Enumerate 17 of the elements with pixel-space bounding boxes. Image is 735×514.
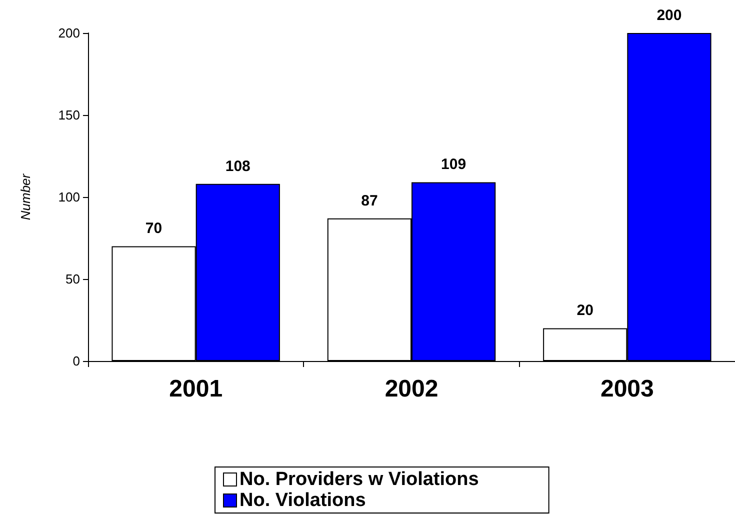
- data-label: 200: [656, 7, 682, 24]
- legend-label: No. Violations: [240, 490, 366, 511]
- data-label: 109: [441, 156, 466, 174]
- y-tick-label: 0: [72, 354, 80, 368]
- y-tick-label: 50: [66, 272, 80, 286]
- y-tick-label: 200: [58, 26, 80, 40]
- data-label: 87: [361, 192, 378, 210]
- x-tick-label: 2002: [384, 376, 438, 402]
- legend-label: No. Providers w Violations: [240, 469, 479, 490]
- x-tick-label: 2001: [169, 376, 223, 402]
- y-tick-label: 100: [58, 190, 80, 204]
- x-tick-label: 2003: [600, 376, 654, 402]
- data-label: 108: [225, 158, 250, 175]
- y-axis-title: Number: [18, 173, 33, 220]
- y-tick-label: 150: [58, 108, 80, 122]
- data-label: 20: [576, 302, 594, 320]
- data-label: 70: [145, 220, 162, 238]
